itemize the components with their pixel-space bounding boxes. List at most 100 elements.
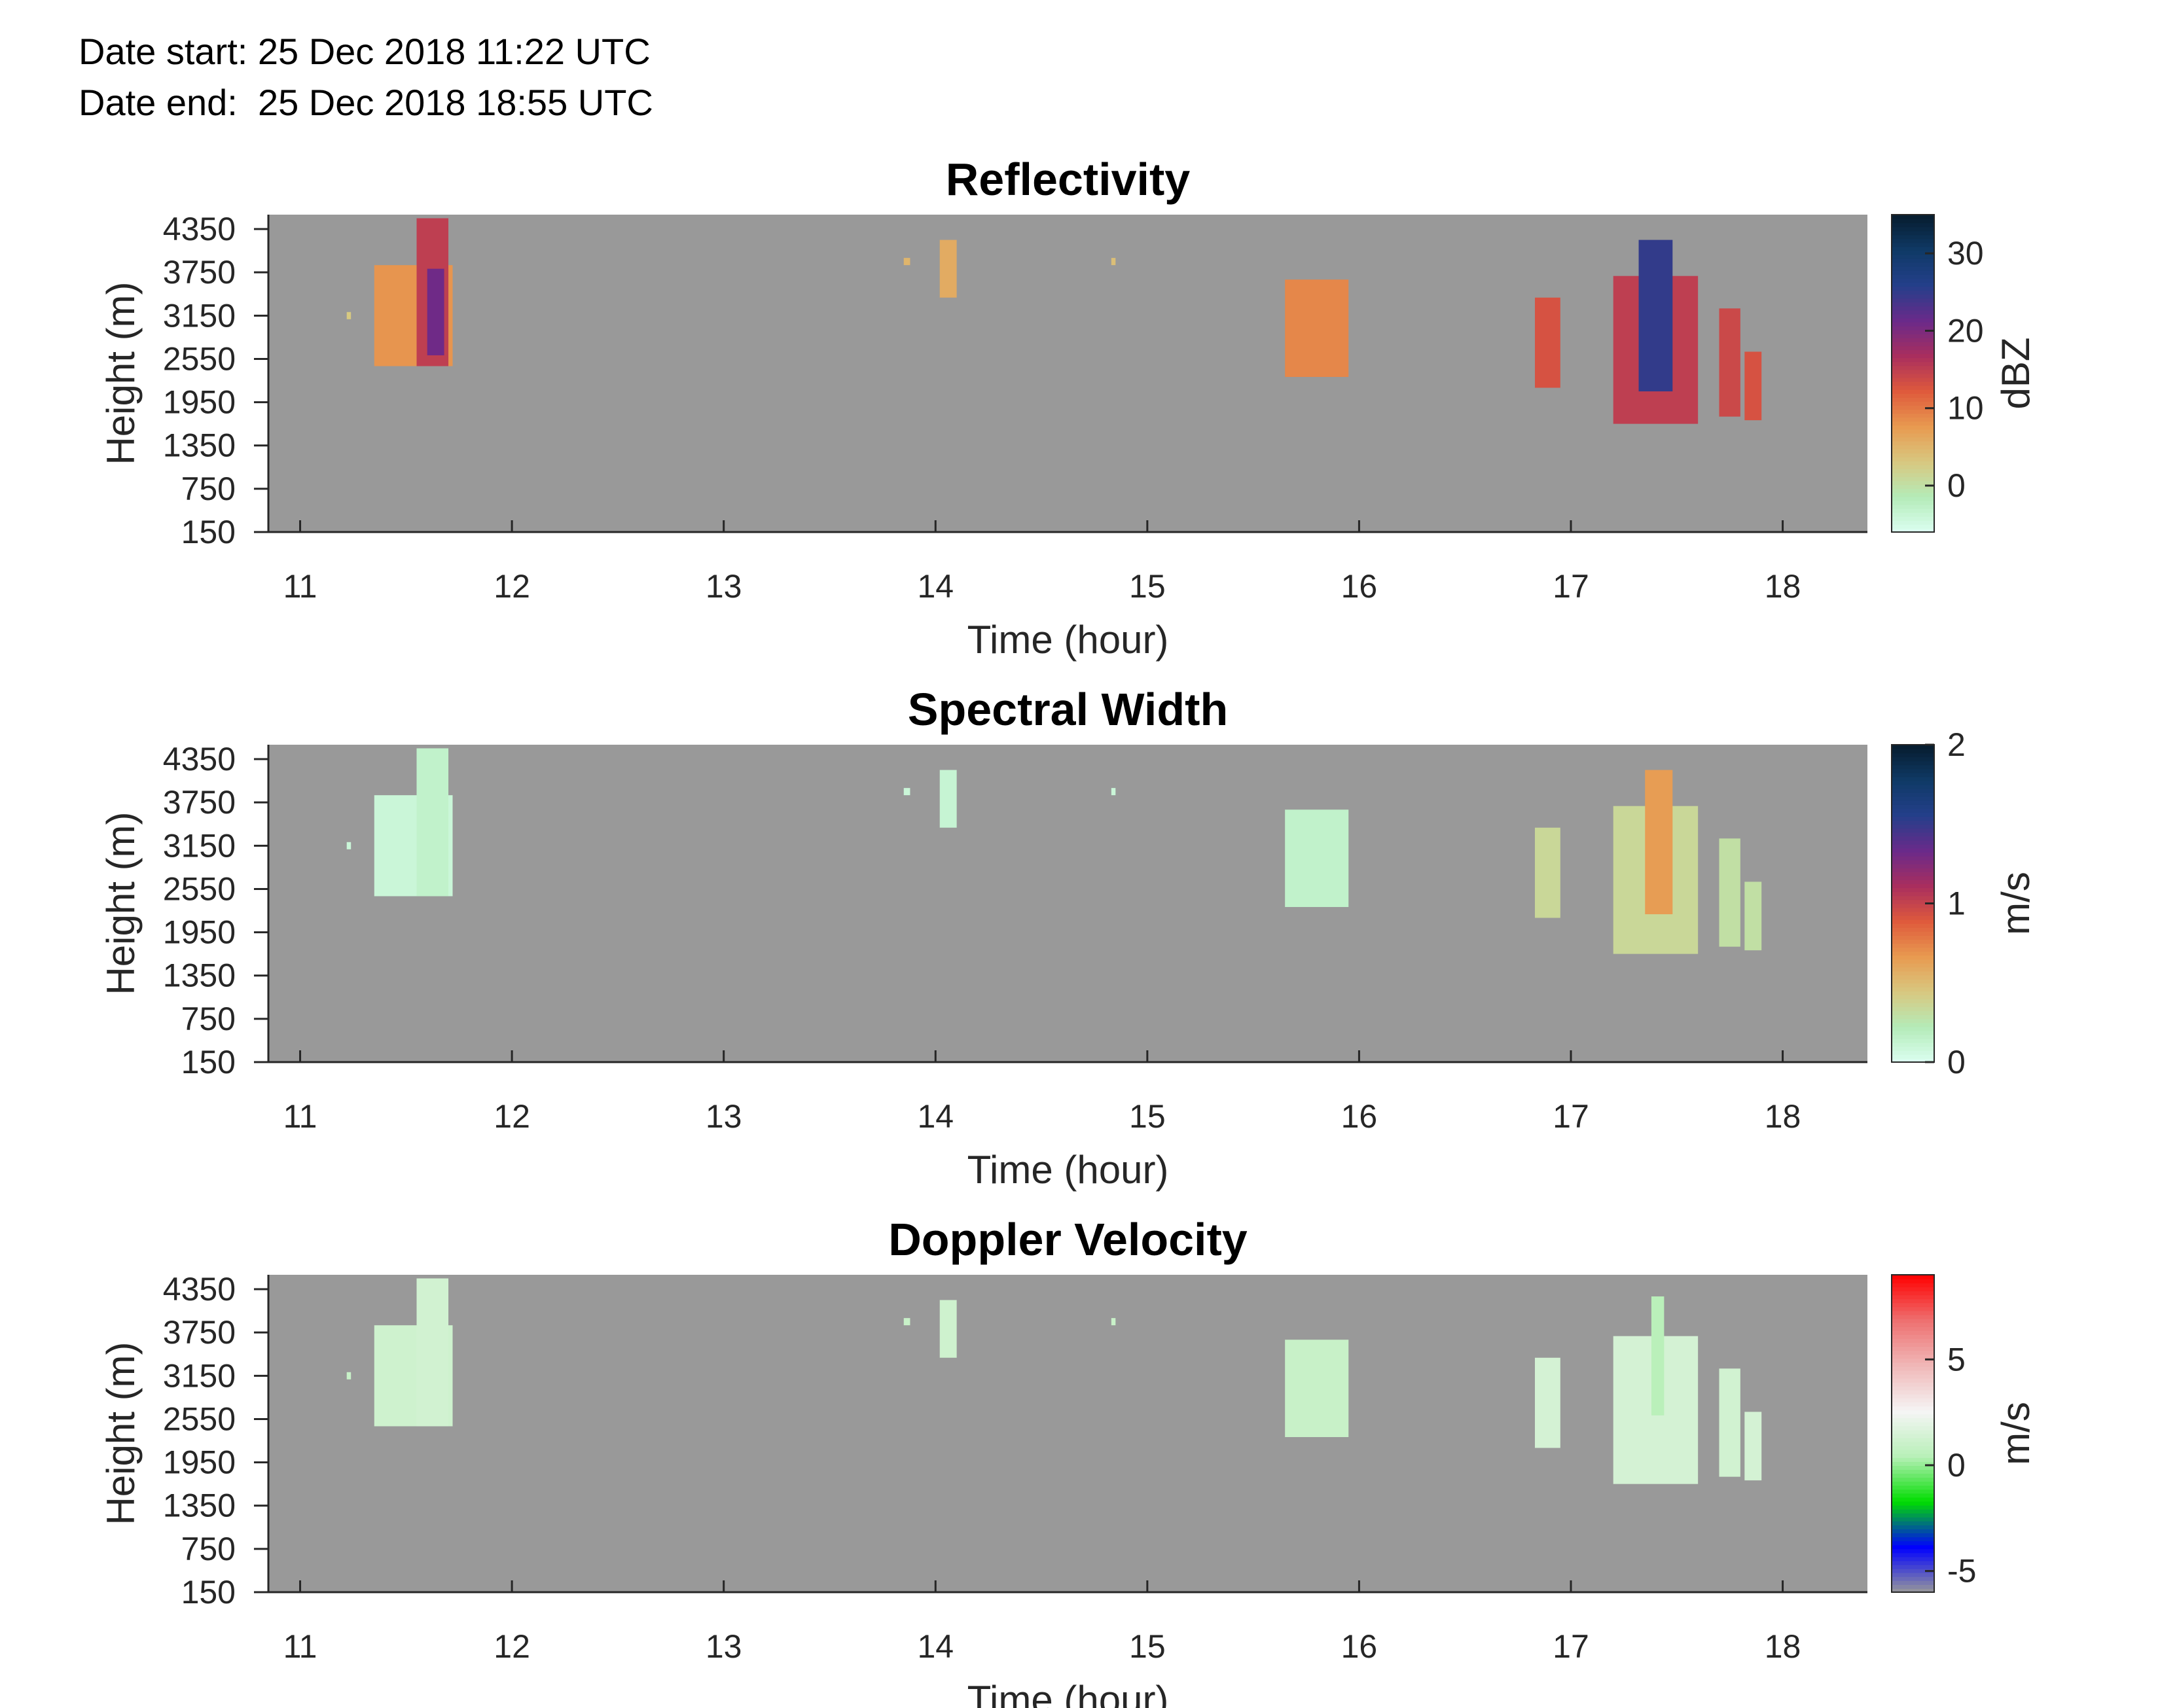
colorbar-segment: [1892, 290, 1934, 295]
colorbar-segment: [1892, 242, 1934, 247]
data-cell: [427, 268, 444, 355]
colorbar-segment: [1892, 1279, 1934, 1284]
colorbar-segment: [1892, 808, 1934, 813]
colorbar-segment: [1892, 520, 1934, 525]
colorbar-segment: [1892, 325, 1934, 330]
y-tick-label: 1350: [163, 427, 236, 464]
colorbar-segment: [1892, 258, 1934, 263]
x-axis-label: Time (hour): [967, 1678, 1169, 1708]
data-cell: [1534, 1357, 1560, 1448]
x-tick-label: 15: [1129, 1098, 1166, 1135]
colorbar-segment: [1892, 844, 1934, 849]
colorbar-segment: [1892, 970, 1934, 976]
colorbar-segment: [1892, 1552, 1934, 1557]
colorbar-segment: [1892, 895, 1934, 900]
colorbar-segment: [1892, 1302, 1934, 1308]
y-tick-label: 750: [181, 471, 236, 507]
colorbar-segment: [1892, 310, 1934, 315]
colorbar-segment: [1892, 745, 1934, 750]
colorbar-segment: [1892, 337, 1934, 342]
colorbar-segment: [1892, 816, 1934, 821]
colorbar-segment: [1892, 425, 1934, 430]
colorbar-segment: [1892, 847, 1934, 853]
x-tick-label: 11: [283, 1098, 317, 1135]
colorbar-tick-label: 5: [1947, 1341, 1966, 1378]
colorbar-segment: [1892, 756, 1934, 762]
colorbar-segment: [1892, 872, 1934, 877]
colorbar-segment: [1892, 784, 1934, 789]
colorbar-segment: [1892, 389, 1934, 394]
colorbar: -5 0 5 m/s: [1891, 1274, 2038, 1593]
colorbar-segment: [1892, 951, 1934, 956]
colorbar-tick-label: 0: [1947, 1044, 1966, 1080]
colorbar-segment: [1892, 903, 1934, 908]
data-cell: [1645, 770, 1673, 915]
colorbar-segment: [1892, 246, 1934, 251]
data-cell: [1285, 1340, 1349, 1438]
colorbar-segment: [1892, 1576, 1934, 1581]
colorbar-segment: [1892, 986, 1934, 991]
colorbar-segment: [1892, 321, 1934, 327]
colorbar-segment: [1892, 527, 1934, 533]
colorbar-segment: [1892, 999, 1934, 1004]
x-axis-label: Time (hour): [967, 618, 1169, 662]
colorbar-segment: [1892, 753, 1934, 758]
colorbar-segment: [1892, 433, 1934, 438]
colorbar-segment: [1892, 1010, 1934, 1016]
colorbar-segment: [1892, 887, 1934, 893]
colorbar-label: dBZ: [1994, 337, 2038, 409]
colorbar-segment: [1892, 859, 1934, 864]
data-cell: [1719, 838, 1740, 947]
data-cell: [1111, 788, 1116, 796]
colorbar-segment: [1892, 1042, 1934, 1047]
data-cell: [903, 788, 910, 796]
colorbar-segment: [1892, 397, 1934, 402]
colorbar-segment: [1892, 1326, 1934, 1331]
y-tick-label: 1950: [163, 1444, 236, 1481]
colorbar-segment: [1892, 1421, 1934, 1427]
colorbar-segment: [1892, 1520, 1934, 1525]
colorbar-segment: [1892, 1425, 1934, 1431]
colorbar-segment: [1892, 1318, 1934, 1323]
colorbar-segment: [1892, 274, 1934, 279]
colorbar-segment: [1892, 1584, 1934, 1589]
colorbar-segment: [1892, 1437, 1934, 1442]
colorbar-tick-label: 0: [1947, 1447, 1966, 1484]
colorbar-segment: [1892, 1385, 1934, 1391]
colorbar-segment: [1892, 832, 1934, 837]
colorbar-segment: [1892, 1477, 1934, 1482]
colorbar-segment: [1892, 1030, 1934, 1035]
colorbar-segment: [1892, 1508, 1934, 1514]
data-cell: [1719, 308, 1740, 417]
colorbar-segment: [1892, 1465, 1934, 1470]
colorbar-segment: [1892, 409, 1934, 414]
colorbar-segment: [1892, 452, 1934, 457]
colorbar-segment: [1892, 855, 1934, 861]
colorbar-segment: [1892, 500, 1934, 505]
colorbar-segment: [1892, 373, 1934, 378]
colorbar-segment: [1892, 346, 1934, 351]
colorbar-segment: [1892, 1469, 1934, 1474]
data-cell: [416, 1278, 449, 1427]
data-cell: [1744, 881, 1762, 951]
x-tick-label: 12: [494, 1098, 530, 1135]
data-cell: [1744, 1412, 1762, 1481]
colorbar-segment: [1892, 1374, 1934, 1379]
colorbar-segment: [1892, 1290, 1934, 1296]
data-cell: [1534, 297, 1560, 388]
panel-doppler-velocity: Doppler Velocity 11 12 13 14 15 16 17 18 150 750 13…: [99, 1214, 2038, 1708]
colorbar-segment: [1892, 836, 1934, 841]
colorbar-segment: [1892, 440, 1934, 446]
plot-area: [268, 1275, 1867, 1592]
colorbar-segment: [1892, 317, 1934, 323]
colorbar-segment: [1892, 492, 1934, 497]
x-tick-label: 17: [1553, 1628, 1589, 1665]
colorbar-segment: [1892, 915, 1934, 920]
colorbar-segment: [1892, 464, 1934, 469]
colorbar-segment: [1892, 1366, 1934, 1371]
colorbar-segment: [1892, 1054, 1934, 1059]
colorbar-segment: [1892, 1381, 1934, 1387]
colorbar-segment: [1892, 329, 1934, 334]
x-tick-label: 16: [1341, 1098, 1378, 1135]
colorbar-segment: [1892, 469, 1934, 474]
